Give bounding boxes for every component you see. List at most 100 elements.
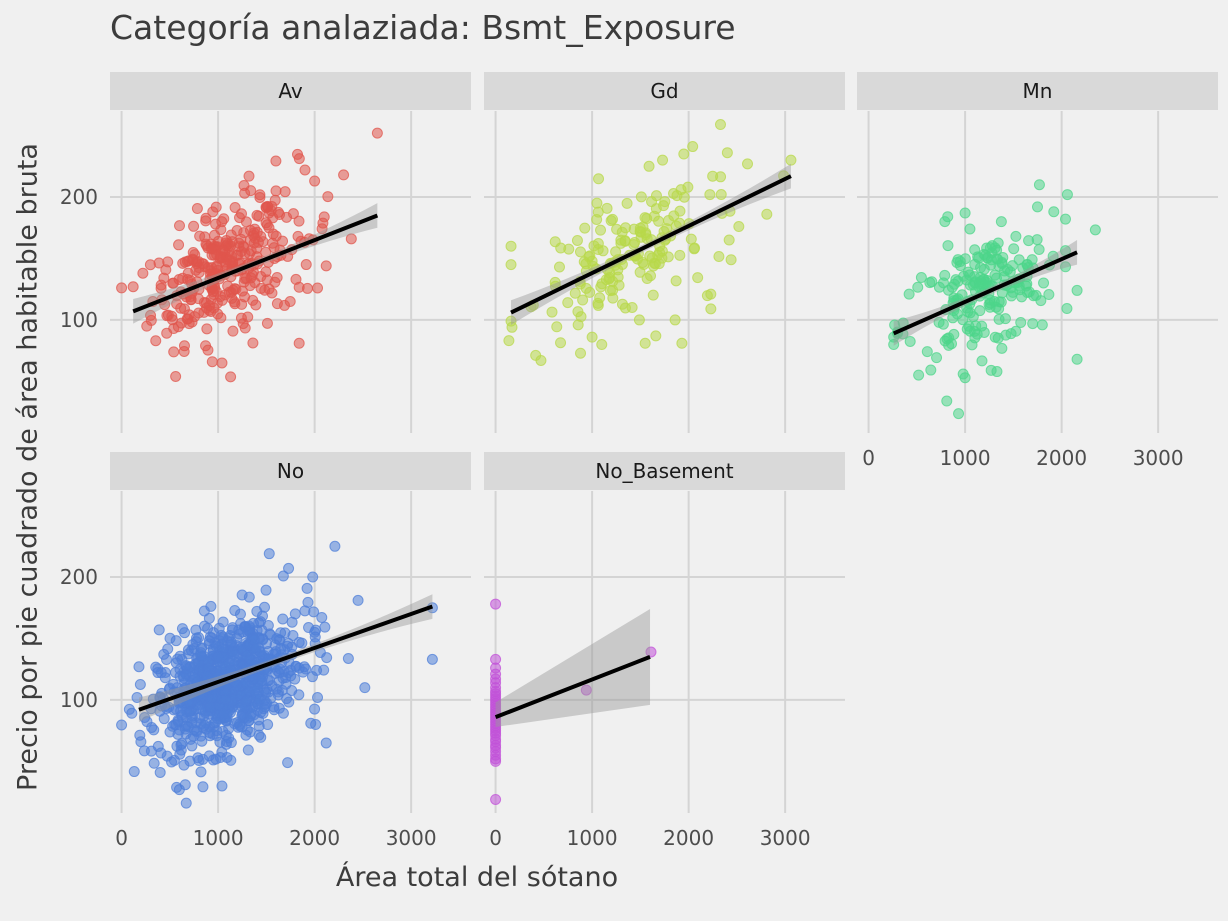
point [669, 314, 681, 326]
point [596, 339, 608, 351]
facet-strip [857, 72, 1218, 110]
point [290, 661, 302, 673]
point [995, 216, 1007, 228]
point [180, 660, 192, 672]
point [287, 208, 299, 220]
point [593, 173, 605, 185]
point [286, 641, 298, 653]
y-tick-label: 100 [60, 308, 98, 332]
point [180, 797, 192, 809]
point [572, 306, 584, 318]
point [300, 259, 312, 271]
point [577, 294, 589, 306]
point [128, 766, 140, 778]
point [978, 263, 990, 275]
point [715, 189, 727, 201]
point [670, 275, 682, 287]
point [705, 288, 717, 300]
point [604, 272, 616, 284]
point [193, 632, 205, 644]
point [231, 224, 243, 236]
point [271, 271, 283, 283]
point [210, 285, 222, 297]
point [277, 570, 289, 582]
point [626, 301, 638, 313]
point [659, 196, 671, 208]
point [289, 608, 301, 620]
point [255, 731, 267, 743]
point [1010, 230, 1022, 242]
point [255, 282, 267, 294]
point [615, 237, 627, 249]
point [933, 281, 945, 293]
point [131, 691, 143, 703]
point [678, 148, 690, 160]
point [986, 240, 998, 252]
point [244, 224, 256, 236]
point [168, 346, 180, 358]
point [1027, 290, 1039, 302]
point [196, 642, 208, 654]
point [925, 364, 937, 376]
point [611, 223, 623, 235]
point [641, 213, 653, 225]
point [668, 210, 680, 222]
point [270, 185, 282, 197]
point [721, 147, 733, 159]
point [1059, 213, 1071, 225]
point [310, 719, 322, 731]
point [174, 748, 186, 760]
point [287, 629, 299, 641]
point [162, 309, 174, 321]
point [991, 366, 1003, 378]
point [931, 352, 943, 364]
point [194, 230, 206, 242]
point [592, 237, 604, 249]
point [317, 217, 329, 229]
point [345, 233, 357, 245]
facet-no-basement: No_Basement 0 1000 2000 3000 [484, 452, 845, 850]
point [215, 224, 227, 236]
point [233, 624, 245, 636]
point [888, 339, 900, 351]
x-tick-label: 0 [115, 826, 128, 850]
point [352, 594, 364, 606]
point [574, 246, 586, 258]
point [307, 571, 319, 583]
point [227, 655, 239, 667]
point [219, 693, 231, 705]
point [579, 222, 591, 234]
point [135, 736, 147, 748]
point [311, 664, 323, 676]
point [262, 719, 274, 731]
point [692, 272, 704, 284]
point [761, 208, 773, 220]
x-tick-label: 3000 [386, 826, 437, 850]
point [210, 260, 222, 272]
trend-line [138, 604, 434, 712]
x-tick-label: 2000 [663, 826, 714, 850]
point [976, 355, 988, 367]
point [293, 689, 305, 701]
facet-strip [110, 452, 471, 490]
point [903, 288, 915, 300]
point [277, 613, 289, 625]
points [116, 127, 383, 383]
point [942, 211, 954, 223]
point [293, 215, 305, 227]
point [592, 206, 604, 218]
point [555, 337, 567, 349]
point [178, 672, 190, 684]
point [205, 243, 217, 255]
point [158, 713, 170, 725]
point [915, 271, 927, 283]
point [293, 153, 305, 165]
points [503, 119, 797, 366]
facet-av: Av 100 200 [60, 72, 471, 433]
x-tick-label: 1000 [940, 446, 991, 470]
point [316, 611, 328, 623]
point [261, 317, 273, 329]
point [236, 589, 248, 601]
